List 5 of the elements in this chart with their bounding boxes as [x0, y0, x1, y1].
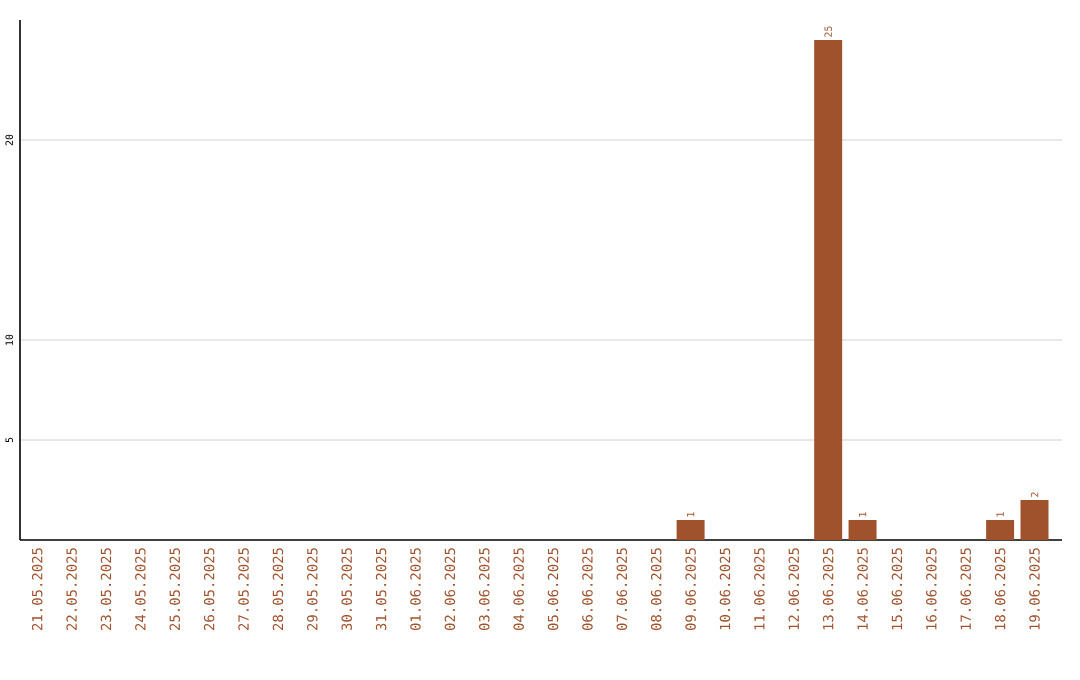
bar: [1020, 500, 1049, 540]
bar: [676, 520, 705, 540]
bar: [814, 40, 843, 540]
bar: [986, 520, 1015, 540]
bar: [848, 520, 877, 540]
